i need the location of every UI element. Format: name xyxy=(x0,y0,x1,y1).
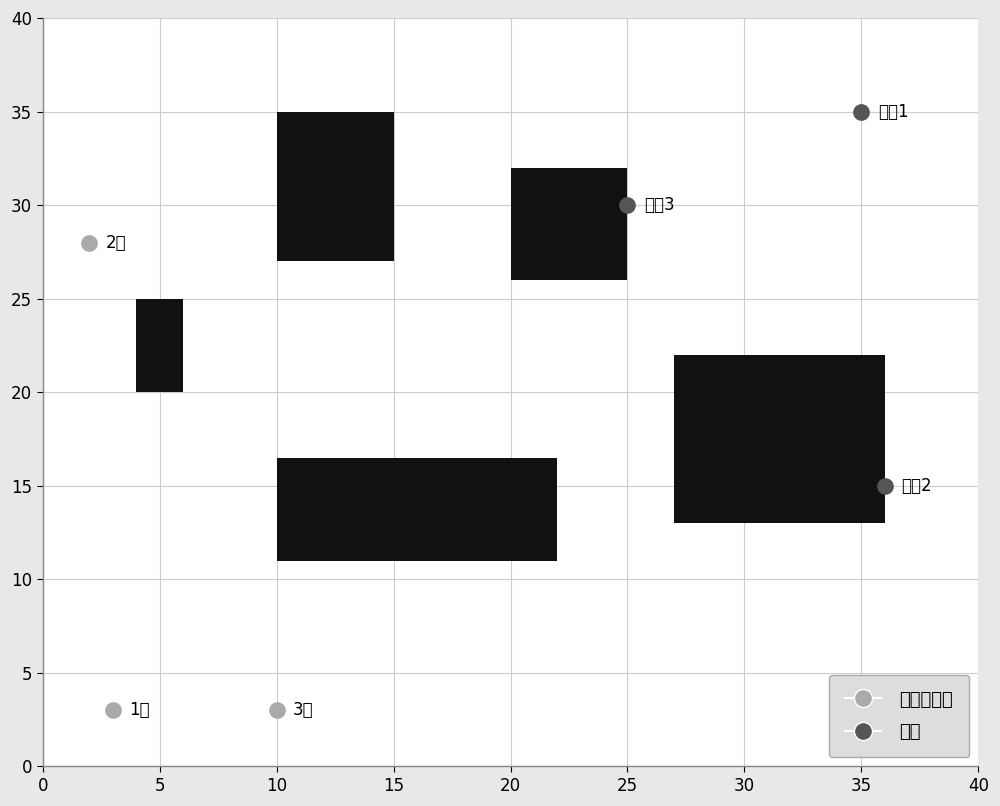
Bar xyxy=(511,168,627,280)
Legend: 水下机器人, 目标: 水下机器人, 目标 xyxy=(829,675,969,758)
Text: 1号: 1号 xyxy=(129,701,150,719)
Text: 目朇3: 目朇3 xyxy=(644,196,674,214)
Text: 目朇1: 目朇1 xyxy=(878,102,908,121)
Text: 2号: 2号 xyxy=(106,234,126,251)
Text: 3号: 3号 xyxy=(293,701,314,719)
Text: 目朇2: 目朇2 xyxy=(901,477,932,495)
Bar xyxy=(277,458,557,561)
Bar xyxy=(674,355,885,523)
Bar xyxy=(136,299,183,393)
Bar xyxy=(277,112,394,261)
